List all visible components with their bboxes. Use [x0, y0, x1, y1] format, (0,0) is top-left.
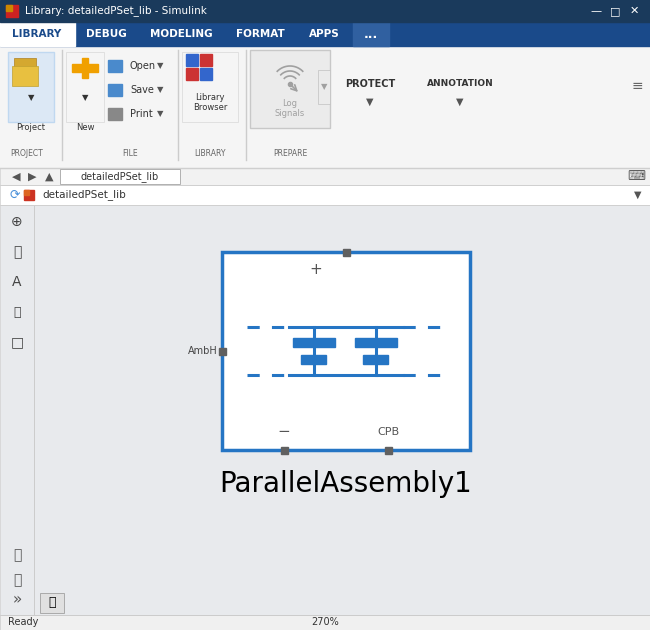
Bar [66, 52, 104, 122]
Bar [0, 22, 75, 46]
Bar [292, 338, 335, 347]
Bar [182, 52, 238, 122]
Bar [353, 22, 389, 46]
Text: ▼: ▼ [82, 93, 88, 103]
Text: LIBRARY: LIBRARY [12, 29, 62, 39]
Text: ⊕: ⊕ [11, 215, 23, 229]
Bar [40, 593, 64, 613]
Text: —: — [590, 6, 601, 16]
Text: ▼: ▼ [28, 93, 34, 103]
Bar [318, 70, 330, 104]
Text: Project: Project [16, 123, 46, 132]
Text: New: New [76, 123, 94, 132]
Text: LIBRARY: LIBRARY [194, 149, 226, 159]
Text: Library: Library [195, 93, 225, 103]
Bar [0, 168, 650, 185]
Bar [186, 68, 198, 80]
Bar [24, 190, 34, 200]
Text: FILE: FILE [122, 149, 138, 159]
Text: ParallelAssembly1: ParallelAssembly1 [220, 470, 473, 498]
Text: FORMAT: FORMAT [235, 29, 285, 39]
Text: Open: Open [130, 61, 156, 71]
Bar [12, 66, 38, 86]
Text: ⤢: ⤢ [13, 245, 21, 259]
Text: MODELING: MODELING [150, 29, 213, 39]
Bar [0, 205, 34, 615]
Bar [6, 5, 18, 17]
Text: detailedPSet_lib: detailedPSet_lib [42, 190, 125, 200]
Bar [0, 22, 650, 46]
Bar [0, 615, 650, 630]
Text: □: □ [610, 6, 620, 16]
Text: ≡: ≡ [631, 79, 643, 93]
Text: 📷: 📷 [13, 548, 21, 562]
Text: ▶: ▶ [28, 171, 36, 181]
Bar [0, 0, 650, 22]
Bar [302, 355, 326, 364]
Text: PREPARE: PREPARE [273, 149, 307, 159]
Text: PROJECT: PROJECT [10, 149, 44, 159]
Text: Ready: Ready [8, 617, 38, 627]
Bar [34, 205, 650, 615]
Bar [108, 60, 122, 72]
Text: ▼: ▼ [157, 62, 163, 71]
Text: Save: Save [130, 85, 154, 95]
Text: 📋: 📋 [13, 573, 21, 587]
Text: Log: Log [283, 100, 298, 108]
Text: ⌨: ⌨ [627, 170, 645, 183]
Text: −: − [278, 425, 291, 440]
Bar [108, 108, 122, 120]
Text: Library: detailedPSet_lib - Simulink: Library: detailedPSet_lib - Simulink [25, 6, 207, 16]
Text: ▲: ▲ [45, 171, 53, 181]
Bar [108, 84, 122, 96]
Bar [343, 249, 350, 256]
Bar [6, 5, 12, 11]
Text: ▼: ▼ [157, 86, 163, 94]
Text: DEBUG: DEBUG [86, 29, 126, 39]
Bar [200, 54, 212, 66]
Text: 🖼: 🖼 [13, 306, 21, 319]
Text: □: □ [10, 335, 23, 349]
Bar [82, 58, 88, 78]
Text: ◀: ◀ [12, 171, 20, 181]
Text: ▼: ▼ [366, 97, 374, 107]
Bar [24, 190, 29, 195]
Text: ...: ... [364, 28, 378, 40]
Bar [14, 58, 36, 74]
Text: ⟳: ⟳ [10, 188, 20, 202]
Bar [385, 447, 392, 454]
Text: ▼: ▼ [320, 83, 327, 91]
Bar [219, 348, 226, 355]
Text: ▼: ▼ [157, 110, 163, 118]
Text: A: A [12, 275, 21, 289]
Text: Browser: Browser [193, 103, 227, 113]
Bar [355, 338, 397, 347]
Text: PROTECT: PROTECT [345, 79, 395, 89]
Text: ▼: ▼ [456, 97, 463, 107]
Bar [250, 50, 330, 128]
Text: 🔒: 🔒 [48, 597, 56, 609]
Text: Signals: Signals [275, 110, 305, 118]
Bar [186, 54, 198, 66]
Bar [363, 355, 388, 364]
Bar [60, 169, 180, 184]
Bar [8, 52, 54, 122]
Bar [0, 185, 650, 205]
Text: +: + [310, 263, 322, 277]
Text: »: » [12, 592, 21, 607]
Text: APPS: APPS [309, 29, 339, 39]
Bar [72, 64, 98, 72]
Text: CPB: CPB [377, 427, 399, 437]
Text: detailedPSet_lib: detailedPSet_lib [81, 171, 159, 182]
Text: ▼: ▼ [634, 190, 642, 200]
Bar [0, 46, 650, 168]
Bar [200, 68, 212, 80]
Text: Print: Print [130, 109, 153, 119]
Bar [281, 447, 288, 454]
Text: ✕: ✕ [629, 6, 639, 16]
Text: ANNOTATION: ANNOTATION [426, 79, 493, 88]
Bar [222, 252, 470, 450]
Text: 270%: 270% [311, 617, 339, 627]
Text: AmbH: AmbH [188, 346, 218, 356]
